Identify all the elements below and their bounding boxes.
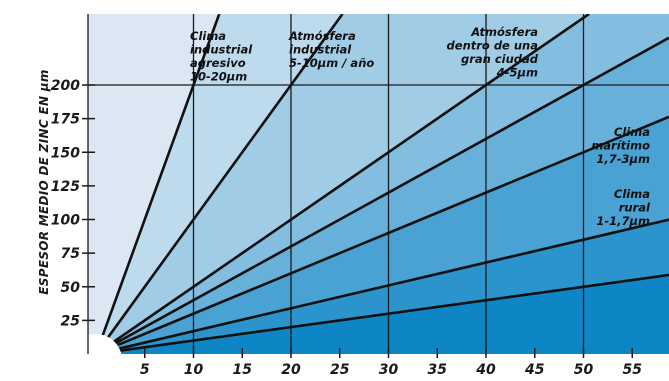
y-tick-label-50: 50 <box>61 280 81 296</box>
y-tick-label-75: 75 <box>61 246 81 262</box>
x-tick-label-15: 15 <box>233 362 253 378</box>
band-0 <box>88 14 220 354</box>
zone-label-line: dentro de una <box>447 39 539 53</box>
x-tick-label-5: 5 <box>140 362 150 378</box>
zone-label-line: Atmósfera <box>288 29 356 43</box>
zone-label-4: Clima rural 1-1,7µm <box>596 187 651 228</box>
axes <box>0 14 669 381</box>
zone-label-line: 1-1,7µm <box>596 214 650 228</box>
zone-label-line: 4-5µm <box>496 66 538 80</box>
zone-label-1: Atmósfera industrial 5-10µm / año <box>288 29 374 70</box>
x-tick-label-35: 35 <box>428 362 448 378</box>
zone-label-line: Clima <box>614 187 650 201</box>
zone-label-line: Clima <box>190 29 226 43</box>
zone-label-3: Clima marítimo 1,7-3µm <box>591 125 650 166</box>
zone-label-line: 1,7-3µm <box>596 152 650 166</box>
zone-label-line: industrial <box>289 43 352 57</box>
corrosion-lines <box>94 14 669 354</box>
zone-label-line: 5-10µm / año <box>289 56 374 70</box>
rate-line-3 <box>95 115 669 354</box>
x-tick-label-25: 25 <box>330 362 350 378</box>
zone-label-2: Atmósfera dentro de una gran ciudad 4-5µm <box>447 25 539 80</box>
zone-label-line: rural <box>619 201 651 215</box>
y-tick-label-125: 125 <box>51 179 80 195</box>
y-tick-label-25: 25 <box>61 313 81 329</box>
zone-label-line: gran ciudad <box>461 52 539 66</box>
y-tick-label-150: 150 <box>51 145 80 161</box>
bottom-margin <box>0 354 669 381</box>
x-tick-label-10: 10 <box>184 362 204 378</box>
climate-bands <box>88 14 669 354</box>
rate-line-10 <box>94 14 344 354</box>
zone-label-0: Clima industrial agresivo 10-20µm <box>190 29 253 84</box>
rate-line-5 <box>95 14 590 354</box>
y-tick-label-175: 175 <box>51 112 80 128</box>
rate-line-1 <box>95 273 669 354</box>
y-tick-label-200: 200 <box>51 78 80 94</box>
zone-label-line: Clima <box>614 125 650 139</box>
x-tick-label-20: 20 <box>281 362 301 378</box>
band-3 <box>96 14 669 354</box>
x-tick-label-45: 45 <box>524 362 545 378</box>
zone-label-line: industrial <box>190 43 253 57</box>
x-tick-label-30: 30 <box>379 362 399 378</box>
x-tick-label-55: 55 <box>623 362 643 378</box>
y-tick-label-100: 100 <box>51 213 80 229</box>
zone-label-line: marítimo <box>591 139 650 153</box>
rate-line-4 <box>95 36 669 354</box>
x-axis-ticks: 5 10 15 20 25 30 35 40 45 50 55 <box>140 348 642 378</box>
rate-line-1.7 <box>95 218 669 354</box>
zone-label-line: Atmósfera <box>470 25 538 39</box>
zone-label-line: 10-20µm <box>190 70 247 84</box>
x-tick-label-40: 40 <box>475 362 496 378</box>
zone-label-line: agresivo <box>190 56 246 70</box>
gridlines <box>88 14 669 354</box>
x-tick-label-50: 50 <box>574 362 594 378</box>
rate-line-20 <box>94 14 221 354</box>
y-axis-label: ESPESOR MEDIO DE ZINC EN µm <box>37 69 51 294</box>
y-axis-ticks: 25 50 75 100 125 150 175 200 <box>51 78 95 329</box>
